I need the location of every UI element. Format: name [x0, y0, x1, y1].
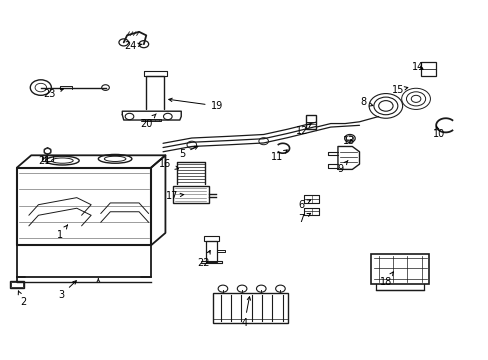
- Bar: [10, 280, 24, 288]
- Bar: [371, 254, 428, 284]
- Text: 4: 4: [241, 297, 250, 328]
- Bar: [172, 186, 208, 203]
- Text: 12: 12: [295, 124, 310, 136]
- Text: 2: 2: [18, 291, 26, 307]
- Text: 22: 22: [197, 251, 210, 268]
- Bar: [203, 236, 219, 241]
- Text: 21: 21: [38, 156, 50, 166]
- Text: 23: 23: [43, 88, 63, 99]
- Text: 18: 18: [379, 272, 392, 287]
- Text: 5: 5: [179, 146, 198, 158]
- Text: 11: 11: [270, 150, 286, 162]
- Bar: [206, 241, 216, 262]
- Bar: [11, 282, 22, 287]
- Text: 1: 1: [57, 225, 67, 240]
- Text: 7: 7: [297, 213, 310, 224]
- Text: 14: 14: [411, 62, 423, 72]
- Bar: [305, 116, 316, 129]
- Text: 20: 20: [140, 114, 156, 129]
- Text: 17: 17: [165, 191, 183, 201]
- Text: 6: 6: [297, 200, 310, 210]
- Text: 19: 19: [168, 98, 223, 111]
- Text: 10: 10: [431, 126, 444, 139]
- Text: 13: 13: [342, 136, 354, 146]
- Text: 16: 16: [159, 159, 178, 169]
- Bar: [420, 62, 435, 76]
- Bar: [41, 155, 53, 161]
- Text: 15: 15: [391, 85, 407, 95]
- Bar: [213, 293, 287, 323]
- Text: 8: 8: [360, 98, 372, 107]
- Text: 24: 24: [124, 41, 142, 51]
- Text: 3: 3: [58, 281, 76, 300]
- Text: 9: 9: [337, 161, 347, 174]
